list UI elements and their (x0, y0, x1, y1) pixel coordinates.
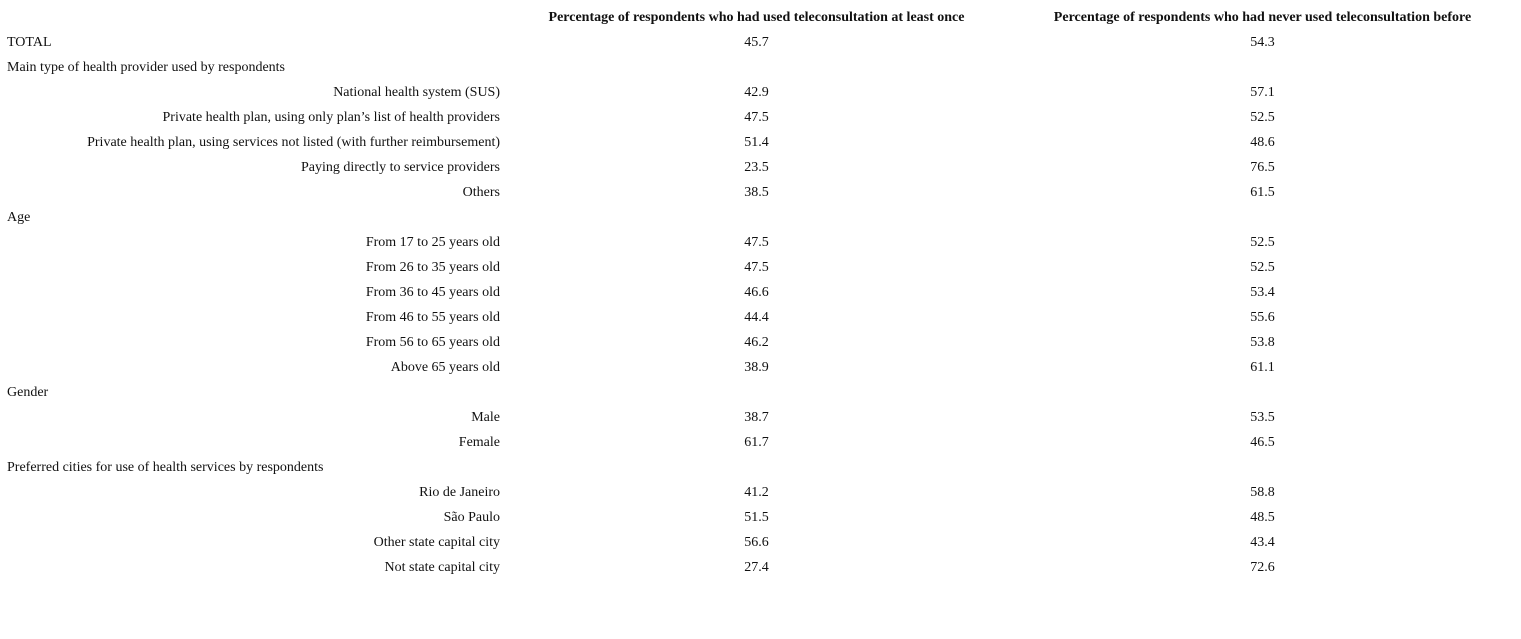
value-cell: 51.4 (744, 134, 769, 150)
table-row: Main type of health provider used by res… (0, 55, 1515, 80)
section-label: Gender (7, 384, 49, 400)
row-label: Others (462, 184, 500, 200)
value-cell: 38.9 (744, 359, 769, 375)
column-header: Percentage of respondents who had used t… (548, 9, 965, 25)
table-row: TOTAL 45.7 54.3 (0, 30, 1515, 55)
table-body: TOTAL 45.7 54.3 Main type of health provide… (0, 30, 1515, 580)
value-cell: 61.7 (744, 434, 769, 450)
value-cell: 48.5 (1250, 509, 1275, 525)
table-row: Paying directly to service providers 23.5… (0, 155, 1515, 180)
section-label: Preferred cities for use of health servi… (7, 459, 324, 475)
value-cell: 52.5 (1250, 109, 1275, 125)
table-row: Female 61.7 46.5 (0, 430, 1515, 455)
section-label: Main type of health provider used by res… (7, 59, 285, 75)
value-cell: 53.4 (1250, 284, 1275, 300)
value-cell: 44.4 (744, 309, 769, 325)
row-label: From 26 to 35 years old (365, 259, 500, 275)
value-cell: 72.6 (1250, 559, 1275, 575)
table-row: From 46 to 55 years old 44.4 55.6 (0, 305, 1515, 330)
value-cell: 61.1 (1250, 359, 1275, 375)
row-label: Private health plan, using services not … (87, 134, 500, 150)
table-row: Rio de Janeiro 41.2 58.8 (0, 480, 1515, 505)
row-label: From 46 to 55 years old (365, 309, 500, 325)
row-label: Above 65 years old (390, 359, 500, 375)
table-row: From 26 to 35 years old 47.5 52.5 (0, 255, 1515, 280)
value-cell: 42.9 (744, 84, 769, 100)
value-cell: 46.2 (744, 334, 769, 350)
data-table: Percentage of respondents who had used t… (0, 5, 1515, 580)
row-label: From 36 to 45 years old (365, 284, 500, 300)
table-row: Age (0, 205, 1515, 230)
table-row: Private health plan, using services not … (0, 130, 1515, 155)
value-cell: 23.5 (744, 159, 769, 175)
value-cell: 58.8 (1250, 484, 1275, 500)
row-label: From 56 to 65 years old (365, 334, 500, 350)
table-row: São Paulo 51.5 48.5 (0, 505, 1515, 530)
row-label: Male (471, 409, 500, 425)
table-header: Percentage of respondents who had used t… (0, 5, 1515, 30)
value-cell: 38.7 (744, 409, 769, 425)
row-label: Female (458, 434, 500, 450)
value-cell: 47.5 (744, 234, 769, 250)
row-label: Rio de Janeiro (419, 484, 500, 500)
row-label: Paying directly to service providers (300, 159, 500, 175)
row-label: National health system (SUS) (333, 84, 500, 100)
page: {"table": { "columns": ["Percentage of r… (0, 5, 1521, 639)
row-label: TOTAL (7, 34, 52, 50)
table-row: From 17 to 25 years old 47.5 52.5 (0, 230, 1515, 255)
value-cell: 54.3 (1250, 34, 1275, 50)
value-cell: 52.5 (1250, 259, 1275, 275)
value-cell: 55.6 (1250, 309, 1275, 325)
value-cell: 27.4 (744, 559, 769, 575)
row-label: From 17 to 25 years old (365, 234, 500, 250)
value-cell: 53.5 (1250, 409, 1275, 425)
table-row: Private health plan, using only plan’s l… (0, 105, 1515, 130)
row-label: Private health plan, using only plan’s l… (162, 109, 501, 125)
header-row: Percentage of respondents who had used t… (0, 5, 1515, 30)
value-cell: 47.5 (744, 259, 769, 275)
table-row: Others 38.5 61.5 (0, 180, 1515, 205)
value-cell: 53.8 (1250, 334, 1275, 350)
row-label: Other state capital city (373, 534, 500, 550)
table-row: Not state capital city 27.4 72.6 (0, 555, 1515, 580)
value-cell: 38.5 (744, 184, 769, 200)
row-label: São Paulo (443, 509, 500, 525)
value-cell: 45.7 (744, 34, 769, 50)
value-cell: 56.6 (744, 534, 769, 550)
table-row: Gender (0, 380, 1515, 405)
table-row: National health system (SUS) 42.9 57.1 (0, 80, 1515, 105)
table-row: Male 38.7 53.5 (0, 405, 1515, 430)
value-cell: 51.5 (744, 509, 769, 525)
value-cell: 48.6 (1250, 134, 1275, 150)
table-row: Other state capital city 56.6 43.4 (0, 530, 1515, 555)
value-cell: 57.1 (1250, 84, 1275, 100)
column-header: Percentage of respondents who had never … (1053, 9, 1472, 25)
table-row: Preferred cities for use of health servi… (0, 455, 1515, 480)
header-cell (0, 5, 503, 30)
value-cell: 47.5 (744, 109, 769, 125)
value-cell: 46.6 (744, 284, 769, 300)
table-row: From 36 to 45 years old 46.6 53.4 (0, 280, 1515, 305)
row-label: Not state capital city (384, 559, 500, 575)
value-cell: 41.2 (744, 484, 769, 500)
value-cell: 52.5 (1250, 234, 1275, 250)
value-cell: 46.5 (1250, 434, 1275, 450)
table-row: Above 65 years old 38.9 61.1 (0, 355, 1515, 380)
section-label: Age (7, 209, 31, 225)
table-row: From 56 to 65 years old 46.2 53.8 (0, 330, 1515, 355)
value-cell: 43.4 (1250, 534, 1275, 550)
value-cell: 61.5 (1250, 184, 1275, 200)
value-cell: 76.5 (1250, 159, 1275, 175)
